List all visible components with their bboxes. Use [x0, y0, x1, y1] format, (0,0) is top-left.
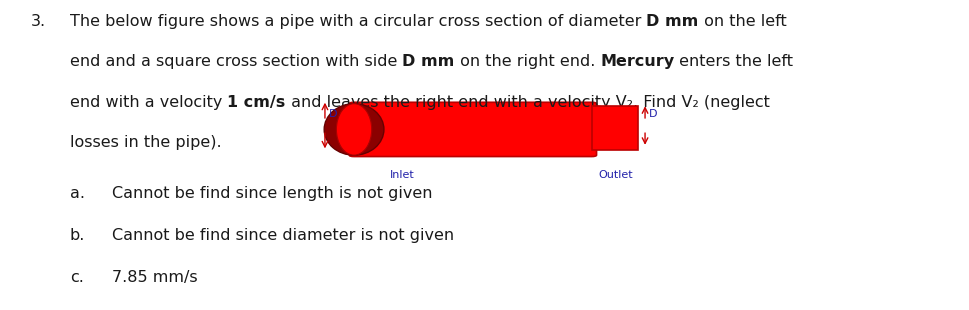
Text: Outlet: Outlet [598, 170, 633, 180]
Bar [591, 106, 638, 150]
Text: on the right end.: on the right end. [454, 54, 600, 69]
Text: 7.85 mm/s: 7.85 mm/s [111, 270, 197, 285]
Text: a.: a. [70, 186, 84, 201]
Text: on the left: on the left [698, 14, 786, 29]
Text: The below figure shows a pipe with a circular cross section of diameter: The below figure shows a pipe with a cir… [70, 14, 645, 29]
Text: losses in the pipe).: losses in the pipe). [70, 135, 221, 150]
Text: enters the left: enters the left [673, 54, 793, 69]
Text: Mercury: Mercury [600, 54, 673, 69]
Text: Cannot be find since diameter is not given: Cannot be find since diameter is not giv… [111, 228, 453, 243]
Text: 1 cm/s: 1 cm/s [227, 95, 285, 109]
Text: end with a velocity: end with a velocity [70, 95, 227, 109]
Ellipse shape [336, 104, 371, 155]
FancyBboxPatch shape [349, 102, 596, 157]
Text: D: D [328, 109, 337, 119]
Text: 3.: 3. [31, 14, 47, 29]
Text: and leaves the right end with a velocity V₂. Find V₂ (neglect: and leaves the right end with a velocity… [285, 95, 768, 109]
Text: Inlet: Inlet [390, 170, 415, 180]
Text: D mm: D mm [402, 54, 454, 69]
Text: D: D [648, 109, 657, 119]
Text: c.: c. [70, 270, 83, 285]
Ellipse shape [324, 104, 384, 155]
Text: end and a square cross section with side: end and a square cross section with side [70, 54, 402, 69]
Text: b.: b. [70, 228, 85, 243]
Text: Cannot be find since length is not given: Cannot be find since length is not given [111, 186, 431, 201]
Text: D mm: D mm [645, 14, 698, 29]
